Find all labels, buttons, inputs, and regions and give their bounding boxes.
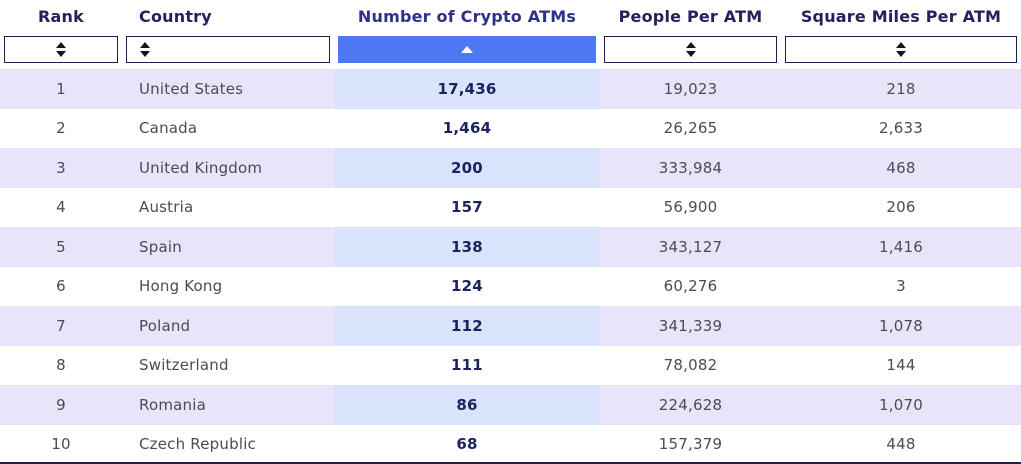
- table-row: 3 United Kingdom 200 333,984 468: [0, 148, 1021, 188]
- table-row: 1 United States 17,436 19,023 218: [0, 69, 1021, 109]
- cell-sq_miles_per_atm: 218: [886, 79, 916, 98]
- cell-rank: 4: [56, 198, 66, 217]
- sort-ascending-icon: [461, 46, 473, 53]
- cell-atms: 124: [451, 277, 483, 296]
- cell-people_per_atm: 343,127: [658, 237, 723, 256]
- table-bottom-border: [0, 462, 1021, 464]
- cell-people_per_atm: 341,339: [658, 316, 723, 335]
- cell-people_per_atm: 333,984: [658, 158, 723, 177]
- cell-people_per_atm: 19,023: [663, 79, 718, 98]
- sort-control-country[interactable]: [126, 36, 330, 63]
- cell-country: Canada: [139, 119, 198, 138]
- cell-country: Hong Kong: [139, 277, 223, 296]
- column-header-rank: Rank: [38, 7, 84, 26]
- cell-country: Romania: [139, 395, 206, 414]
- sort-control-people-per-atm[interactable]: [604, 36, 777, 63]
- cell-atms: 200: [334, 148, 600, 188]
- cell-atms: 138: [334, 227, 600, 267]
- table-row: 4 Austria 157 56,900 206: [0, 187, 1021, 227]
- cell-sq_miles_per_atm: 1,078: [879, 316, 923, 335]
- cell-people_per_atm: 56,900: [663, 198, 718, 217]
- table-row: 2 Canada 1,464 26,265 2,633: [0, 108, 1021, 148]
- cell-rank: 5: [56, 237, 66, 256]
- cell-people_per_atm: 78,082: [663, 356, 718, 375]
- sort-control-number-of-crypto-atms[interactable]: [338, 36, 596, 63]
- cell-atms: 157: [451, 198, 483, 217]
- column-header-number-of-crypto-atms: Number of Crypto ATMs: [357, 7, 577, 26]
- column-header-country: Country: [139, 7, 212, 26]
- cell-atms: 112: [334, 306, 600, 346]
- cell-rank: 10: [51, 435, 71, 454]
- cell-sq_miles_per_atm: 448: [886, 435, 916, 454]
- cell-country: Spain: [139, 237, 182, 256]
- cell-country: United Kingdom: [139, 158, 263, 177]
- cell-people_per_atm: 26,265: [663, 119, 718, 138]
- cell-atms: 68: [456, 435, 478, 454]
- cell-sq_miles_per_atm: 3: [896, 277, 906, 296]
- cell-rank: 9: [56, 395, 66, 414]
- cell-rank: 2: [56, 119, 66, 138]
- table-row: 10 Czech Republic 68 157,379 448: [0, 424, 1021, 464]
- cell-sq_miles_per_atm: 1,416: [879, 237, 923, 256]
- sort-both-arrows-icon: [56, 42, 66, 57]
- table-body: 1 United States 17,436 19,023 218 2 Canada 1,46…: [0, 69, 1021, 464]
- sort-control-rank[interactable]: [4, 36, 118, 63]
- cell-atms: 111: [451, 356, 483, 375]
- cell-rank: 6: [56, 277, 66, 296]
- cell-country: Poland: [139, 316, 191, 335]
- cell-rank: 7: [56, 316, 66, 335]
- column-header-people-per-atm: People Per ATM: [618, 7, 763, 26]
- cell-country: Czech Republic: [139, 435, 257, 454]
- cell-sq_miles_per_atm: 206: [886, 198, 916, 217]
- cell-rank: 1: [56, 79, 66, 98]
- sort-both-arrows-icon: [140, 42, 150, 57]
- column-header-square-miles-per-atm: Square Miles Per ATM: [800, 7, 1002, 26]
- cell-atms: 1,464: [442, 119, 492, 138]
- cell-sq_miles_per_atm: 144: [886, 356, 916, 375]
- table-row: 8 Switzerland 111 78,082 144: [0, 345, 1021, 385]
- cell-sq_miles_per_atm: 1,070: [879, 395, 923, 414]
- cell-country: Switzerland: [139, 356, 229, 375]
- sort-controls-row: [0, 33, 1021, 66]
- cell-sq_miles_per_atm: 468: [886, 158, 916, 177]
- cell-people_per_atm: 157,379: [658, 435, 723, 454]
- cell-atms: 86: [334, 385, 600, 425]
- sort-control-square-miles-per-atm[interactable]: [785, 36, 1017, 63]
- table-row: 9 Romania 86 224,628 1,070: [0, 385, 1021, 425]
- sort-both-arrows-icon: [685, 42, 696, 57]
- table-row: 6 Hong Kong 124 60,276 3: [0, 266, 1021, 306]
- cell-country: Austria: [139, 198, 194, 217]
- table-row: 5 Spain 138 343,127 1,416: [0, 227, 1021, 267]
- cell-rank: 3: [56, 158, 66, 177]
- cell-rank: 8: [56, 356, 66, 375]
- cell-sq_miles_per_atm: 2,633: [879, 119, 923, 138]
- cell-people_per_atm: 60,276: [663, 277, 718, 296]
- cell-people_per_atm: 224,628: [658, 395, 723, 414]
- table-header-row: Rank Country Number of Crypto ATMs Peopl…: [0, 0, 1021, 33]
- cell-atms: 17,436: [334, 69, 600, 109]
- table-row: 7 Poland 112 341,339 1,078: [0, 306, 1021, 346]
- cell-country: United States: [139, 79, 244, 98]
- sort-both-arrows-icon: [896, 42, 906, 57]
